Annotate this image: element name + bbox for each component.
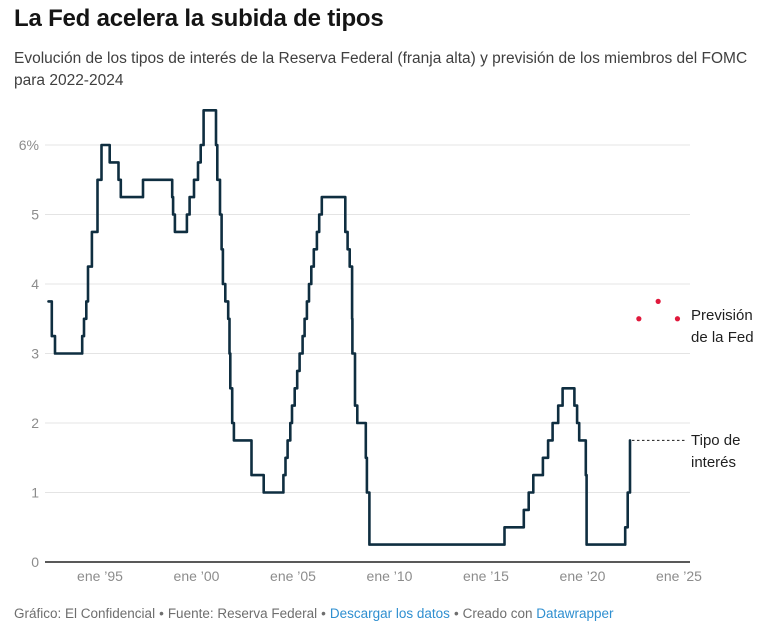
x-tick-label: ene ’10 — [367, 568, 413, 584]
page-title: La Fed acelera la subida de tipos — [14, 5, 384, 32]
x-tick-label: ene ’00 — [174, 568, 220, 584]
rate-line — [47, 109, 632, 546]
rate-annotation-line2: interés — [691, 453, 737, 471]
chart-footer: Gráfico: El Confidencial • Fuente: Reserva… — [14, 606, 758, 621]
y-tick-label: 6% — [19, 137, 39, 153]
x-tick-label: ene ’95 — [77, 568, 123, 584]
created-with-text: Creado con — [462, 606, 533, 621]
x-tick-label: ene ’25 — [656, 568, 702, 584]
credit-text: Gráfico: El Confidencial — [14, 606, 156, 621]
y-tick-label: 2 — [31, 415, 39, 431]
forecast-annotation: Previsión de la Fed — [691, 305, 754, 349]
y-tick-label: 0 — [31, 554, 39, 570]
forecast-annotation-line1: Previsión — [691, 307, 753, 324]
datawrapper-link[interactable]: Datawrapper — [536, 606, 614, 621]
forecast-dot — [674, 316, 681, 322]
rate-annotation: Tipo de interés — [691, 430, 740, 474]
footer-separator: • — [321, 606, 326, 621]
y-tick-label: 5 — [31, 207, 39, 223]
y-tick-label: 1 — [31, 485, 39, 501]
chart-subtitle: Evolución de los tipos de interés de la … — [14, 49, 748, 89]
x-tick-label: ene ’20 — [560, 568, 606, 584]
source-text: Fuente: Reserva Federal — [167, 606, 318, 621]
y-tick-label: 4 — [31, 276, 39, 292]
forecast-dot — [636, 316, 642, 322]
rate-annotation-line1: Tipo de — [691, 432, 741, 449]
x-tick-label: ene ’15 — [463, 568, 509, 584]
y-tick-label: 3 — [31, 346, 39, 362]
footer-separator: • — [159, 606, 164, 621]
x-tick-label: ene ’05 — [270, 568, 316, 584]
forecast-annotation-line2: de la Fed — [691, 328, 754, 346]
footer-separator: • — [453, 606, 459, 621]
chart-header: La Fed acelera la subida de tipos Evoluc… — [14, 5, 754, 92]
forecast-dot — [655, 298, 661, 304]
download-data-link[interactable]: Descargar los datos — [329, 606, 450, 621]
